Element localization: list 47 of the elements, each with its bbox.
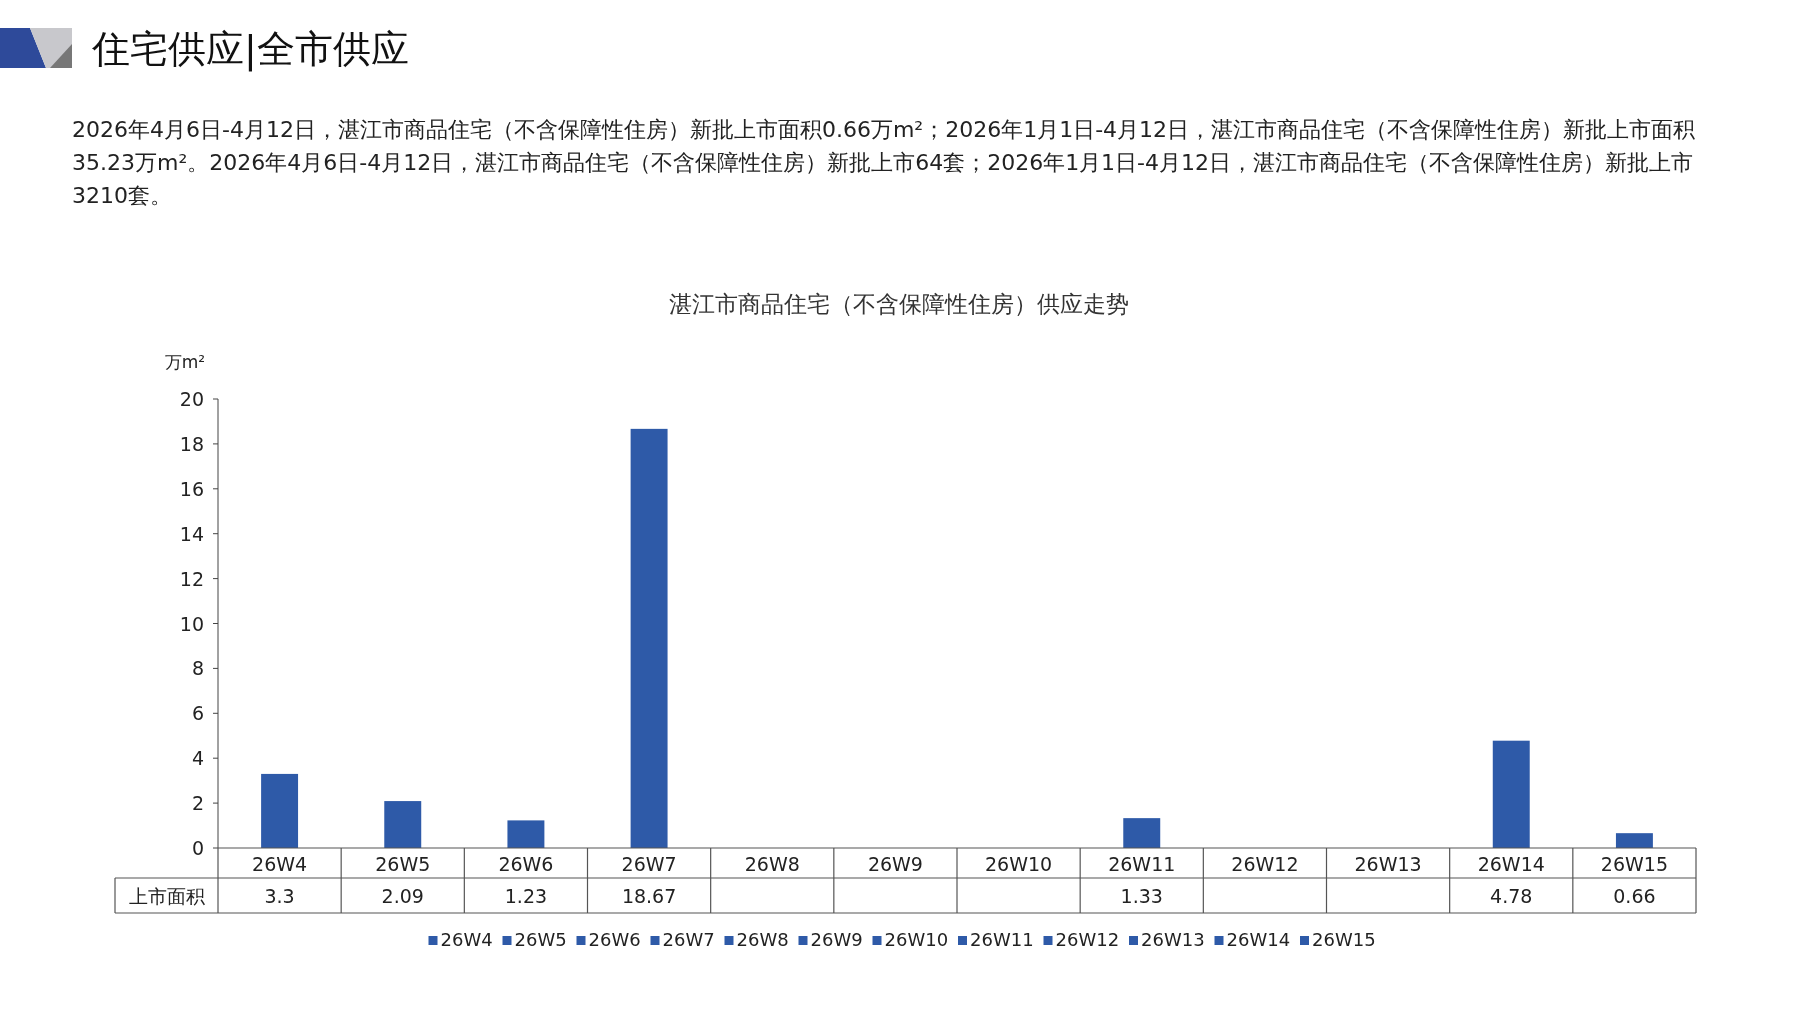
data-label: 1.23 [504, 885, 548, 907]
x-tick-label: 26W13 [1354, 853, 1422, 875]
category-label: 26W7 [662, 929, 715, 950]
y-tick-label: 0 [191, 837, 204, 859]
y-tick-label: 10 [179, 612, 204, 635]
data-label: 3.3 [264, 885, 295, 907]
category-label: 26W13 [1141, 929, 1205, 950]
data-label: 2.09 [381, 885, 424, 907]
y-tick-label: 14 [179, 522, 204, 545]
y-tick-label: 12 [179, 567, 204, 590]
category-label: 26W5 [514, 929, 567, 950]
chart-subtitle: 湛江市商品住宅（不含保障性住房）供应走势 [669, 291, 1129, 317]
y-tick-label: 8 [191, 657, 204, 680]
x-tick-label: 26W9 [867, 853, 923, 875]
text: 2026年4月6日-4月12日，湛江市商品住宅（不含保障性住房）新批上市面积0.66万m²；2026年1月1日-4月12日，湛江市商品住宅（不含保障性住房）新批上市面积35.23万m²。2026年4月6日-4月12日，湛江市商品住宅（不含保障性住房）新批上市64套；2026年1月1日-4月12日，湛江市商品住宅（不含保障性住房）新批上市3210套。 [72, 116, 1697, 210]
category-label: 26W9 [810, 929, 863, 950]
x-tick-label: 26W4 [252, 853, 308, 875]
y-tick-label: 2 [191, 792, 204, 815]
data-label: 1.33 [1120, 885, 1163, 907]
x-tick-label: 26W12 [1231, 853, 1299, 875]
category-label: 26W12 [1055, 929, 1120, 950]
x-tick-label: 26W8 [744, 853, 800, 875]
data-label: 4.78 [1490, 885, 1533, 907]
x-tick-label: 26W10 [985, 853, 1053, 875]
data-label: 18.67 [621, 885, 677, 907]
data-label: 0.66 [1613, 885, 1656, 907]
category-label: 26W14 [1226, 929, 1291, 950]
category-label: 26W11 [970, 929, 1034, 950]
y-axis-title: 万m² [164, 352, 206, 372]
x-tick-label: 26W14 [1477, 853, 1545, 875]
x-tick-label: 26W5 [375, 853, 431, 875]
y-tick-label: 18 [179, 432, 204, 455]
category-label: 26W8 [736, 929, 789, 950]
chart-title: 住宅供应|全市供应 [91, 27, 409, 72]
category-label: 26W6 [588, 929, 641, 950]
y-tick-label: 20 [179, 388, 204, 410]
category-label: 26W15 [1312, 929, 1376, 950]
y-tick-label: 6 [191, 702, 204, 725]
x-tick-label: 26W11 [1108, 853, 1176, 875]
text: 上市面积 [128, 885, 205, 907]
x-tick-label: 26W15 [1600, 853, 1668, 875]
x-tick-label: 26W7 [621, 853, 677, 875]
x-tick-label: 26W6 [498, 853, 554, 875]
y-tick-label: 4 [191, 747, 204, 770]
category-label: 26W10 [884, 929, 949, 950]
category-label: 26W4 [440, 929, 493, 950]
y-tick-label: 16 [179, 477, 204, 500]
